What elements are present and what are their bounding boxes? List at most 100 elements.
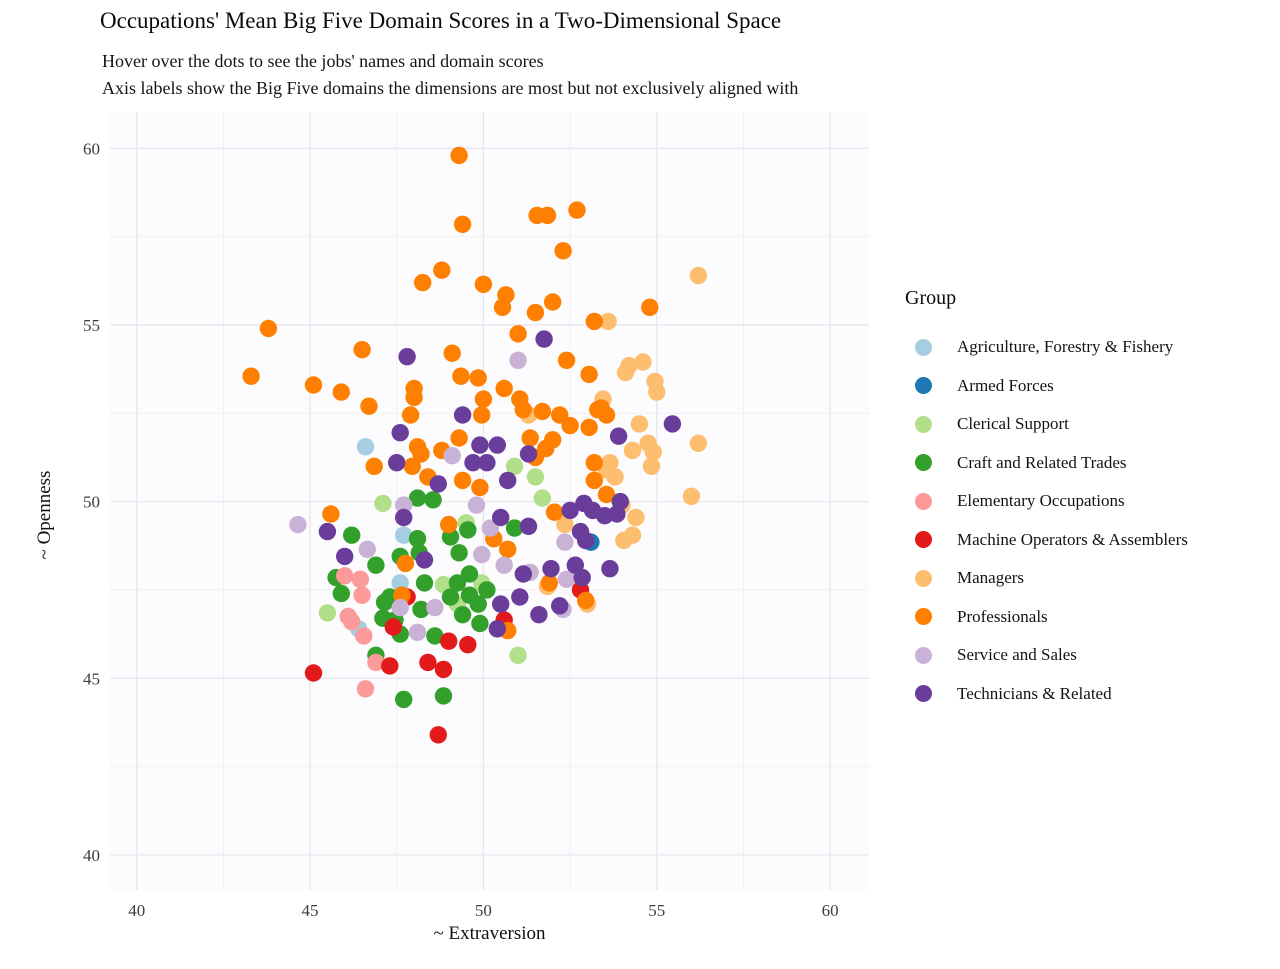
scatter-point-professionals[interactable] xyxy=(533,402,551,421)
scatter-point-machine-operators-assemblers[interactable] xyxy=(429,726,447,744)
scatter-point-technicians-related[interactable] xyxy=(395,508,413,527)
scatter-point-service-and-sales[interactable] xyxy=(395,496,413,514)
scatter-point-craft-and-related-trades[interactable] xyxy=(412,600,430,619)
scatter-point-machine-operators-assemblers[interactable] xyxy=(381,657,399,675)
scatter-point-technicians-related[interactable] xyxy=(499,471,517,490)
scatter-point-technicians-related[interactable] xyxy=(514,565,532,583)
scatter-point-service-and-sales[interactable] xyxy=(358,540,376,558)
scatter-point-machine-operators-assemblers[interactable] xyxy=(440,632,458,650)
scatter-point-professionals[interactable] xyxy=(514,401,532,419)
scatter-point-professionals[interactable] xyxy=(568,201,586,219)
scatter-point-craft-and-related-trades[interactable] xyxy=(469,595,487,613)
scatter-point-professionals[interactable] xyxy=(450,146,468,165)
scatter-point-technicians-related[interactable] xyxy=(535,330,553,348)
legend-item-professionals[interactable]: Professionals xyxy=(903,598,1188,637)
scatter-point-managers[interactable] xyxy=(599,312,617,331)
scatter-point-managers[interactable] xyxy=(623,526,642,544)
scatter-point-craft-and-related-trades[interactable] xyxy=(448,574,467,592)
scatter-point-professionals[interactable] xyxy=(401,406,420,424)
scatter-point-clerical-support[interactable] xyxy=(505,457,524,475)
scatter-point-professionals[interactable] xyxy=(554,242,572,260)
scatter-point-professionals[interactable] xyxy=(469,369,487,387)
scatter-point-professionals[interactable] xyxy=(526,303,545,322)
scatter-point-professionals[interactable] xyxy=(360,397,378,415)
scatter-point-professionals[interactable] xyxy=(453,215,472,233)
scatter-point-professionals[interactable] xyxy=(521,429,539,447)
scatter-point-service-and-sales[interactable] xyxy=(391,598,409,617)
scatter-point-craft-and-related-trades[interactable] xyxy=(367,556,385,574)
scatter-point-service-and-sales[interactable] xyxy=(557,570,576,588)
scatter-point-managers[interactable] xyxy=(644,443,662,461)
scatter-point-professionals[interactable] xyxy=(474,275,493,293)
scatter-point-technicians-related[interactable] xyxy=(429,475,447,493)
scatter-point-clerical-support[interactable] xyxy=(374,494,392,513)
legend-item-elementary-occupations[interactable]: Elementary Occupations xyxy=(903,482,1188,521)
scatter-point-professionals[interactable] xyxy=(537,439,555,458)
scatter-point-managers[interactable] xyxy=(634,353,652,371)
scatter-point-professionals[interactable] xyxy=(332,383,350,401)
scatter-point-professionals[interactable] xyxy=(414,273,432,292)
scatter-point-professionals[interactable] xyxy=(557,351,576,369)
scatter-point-technicians-related[interactable] xyxy=(573,568,591,587)
scatter-point-professionals[interactable] xyxy=(473,406,491,424)
scatter-point-service-and-sales[interactable] xyxy=(467,496,486,514)
scatter-point-service-and-sales[interactable] xyxy=(509,351,527,369)
scatter-point-technicians-related[interactable] xyxy=(542,560,560,578)
legend-item-service-and-sales[interactable]: Service and Sales xyxy=(903,636,1188,675)
scatter-point-technicians-related[interactable] xyxy=(388,454,406,472)
scatter-point-craft-and-related-trades[interactable] xyxy=(505,519,524,537)
scatter-point-technicians-related[interactable] xyxy=(464,454,482,472)
scatter-point-professionals[interactable] xyxy=(353,341,371,359)
scatter-point-service-and-sales[interactable] xyxy=(408,623,427,641)
legend-item-technicians-related[interactable]: Technicians & Related xyxy=(903,675,1188,714)
legend-item-agriculture-forestry-fishery[interactable]: Agriculture, Forestry & Fishery xyxy=(903,328,1188,367)
scatter-point-professionals[interactable] xyxy=(365,457,383,475)
scatter-point-technicians-related[interactable] xyxy=(577,531,595,550)
scatter-point-professionals[interactable] xyxy=(474,390,493,408)
scatter-point-professionals[interactable] xyxy=(580,365,598,384)
scatter-point-clerical-support[interactable] xyxy=(526,468,545,486)
scatter-point-managers[interactable] xyxy=(627,508,645,527)
scatter-point-managers[interactable] xyxy=(630,415,649,433)
scatter-point-technicians-related[interactable] xyxy=(492,595,510,613)
scatter-point-technicians-related[interactable] xyxy=(471,436,489,454)
legend-item-managers[interactable]: Managers xyxy=(903,559,1188,598)
scatter-point-service-and-sales[interactable] xyxy=(473,545,491,564)
scatter-point-technicians-related[interactable] xyxy=(453,406,472,424)
scatter-point-technicians-related[interactable] xyxy=(511,588,529,606)
scatter-point-managers[interactable] xyxy=(689,266,708,285)
scatter-point-professionals[interactable] xyxy=(585,471,603,490)
scatter-point-professionals[interactable] xyxy=(509,325,527,343)
scatter-point-technicians-related[interactable] xyxy=(488,620,506,638)
scatter-point-professionals[interactable] xyxy=(495,379,513,398)
scatter-point-professionals[interactable] xyxy=(538,206,557,225)
scatter-point-machine-operators-assemblers[interactable] xyxy=(419,653,437,672)
scatter-point-technicians-related[interactable] xyxy=(663,415,682,433)
scatter-point-professionals[interactable] xyxy=(499,540,517,558)
scatter-point-craft-and-related-trades[interactable] xyxy=(375,593,394,611)
scatter-point-professionals[interactable] xyxy=(403,457,421,475)
scatter-point-craft-and-related-trades[interactable] xyxy=(478,581,496,599)
scatter-point-clerical-support[interactable] xyxy=(509,646,527,664)
scatter-point-professionals[interactable] xyxy=(259,319,278,338)
scatter-point-professionals[interactable] xyxy=(471,478,489,497)
scatter-point-professionals[interactable] xyxy=(242,367,260,385)
scatter-point-technicians-related[interactable] xyxy=(415,551,434,569)
scatter-point-elementary-occupations[interactable] xyxy=(336,567,354,585)
scatter-point-craft-and-related-trades[interactable] xyxy=(424,491,442,509)
scatter-point-managers[interactable] xyxy=(689,434,708,452)
scatter-point-machine-operators-assemblers[interactable] xyxy=(304,664,323,682)
scatter-point-craft-and-related-trades[interactable] xyxy=(408,530,427,548)
scatter-point-professionals[interactable] xyxy=(452,367,470,385)
scatter-point-professionals[interactable] xyxy=(443,344,461,362)
scatter-point-professionals[interactable] xyxy=(405,388,423,407)
scatter-point-machine-operators-assemblers[interactable] xyxy=(459,636,477,654)
scatter-point-craft-and-related-trades[interactable] xyxy=(460,565,479,583)
scatter-point-technicians-related[interactable] xyxy=(551,597,569,615)
scatter-point-managers[interactable] xyxy=(648,383,666,401)
scatter-point-professionals[interactable] xyxy=(585,312,603,331)
scatter-point-service-and-sales[interactable] xyxy=(426,598,444,617)
scatter-point-managers[interactable] xyxy=(616,363,635,382)
scatter-point-machine-operators-assemblers[interactable] xyxy=(434,660,453,679)
scatter-point-professionals[interactable] xyxy=(641,298,659,316)
